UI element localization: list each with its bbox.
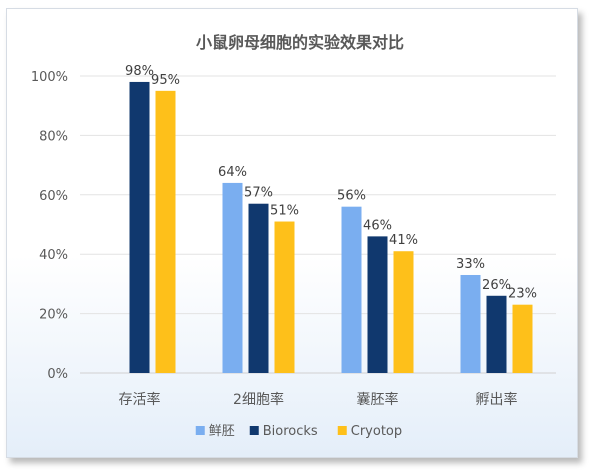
bar: [367, 236, 388, 373]
x-category-label: 囊胚率: [357, 391, 399, 408]
bar: [155, 90, 176, 373]
y-tick-label: 0%: [47, 367, 68, 382]
bar: [460, 274, 481, 373]
x-category-label: 孵出率: [476, 391, 518, 408]
data-label: 23%: [508, 287, 537, 302]
bar: [248, 203, 269, 373]
x-axis: 存活率 2细胞率 囊胚率 孵出率: [119, 391, 518, 408]
bar: [393, 251, 414, 373]
legend-label: Cryotop: [351, 424, 402, 439]
data-label: 95%: [151, 73, 180, 88]
data-labels: 98%95% 64% 57% 51% 56% 46%41% 33% 26%23%: [125, 64, 537, 302]
y-tick-label: 20%: [39, 308, 68, 323]
legend-swatch: [249, 426, 259, 435]
legend: 鲜胚 Biorocks Cryotop: [195, 424, 402, 439]
data-label: 33%: [456, 257, 485, 272]
y-tick-label: 100%: [31, 70, 68, 85]
data-label: 57%: [244, 186, 273, 201]
bars: [129, 81, 533, 373]
x-category-label: 2细胞率: [233, 391, 284, 408]
bar: [129, 81, 150, 373]
bar: [486, 295, 507, 373]
x-category-label: 存活率: [119, 391, 161, 408]
legend-swatch: [195, 426, 205, 435]
gridlines: [80, 75, 556, 374]
y-axis: 0% 20% 40% 60% 80% 100%: [31, 70, 68, 382]
legend-swatch: [337, 426, 347, 435]
chart-title: 小鼠卵母细胞的实验效果对比: [196, 33, 404, 52]
legend-label: 鲜胚: [209, 424, 235, 439]
data-label: 26%: [482, 278, 511, 293]
data-label: 98%: [125, 64, 154, 79]
y-tick-label: 40%: [39, 248, 68, 263]
bar: [274, 221, 295, 373]
y-tick-label: 80%: [39, 129, 68, 144]
bar: [512, 304, 533, 373]
data-label: 51%: [270, 204, 299, 219]
data-label: 41%: [389, 233, 418, 248]
y-tick-label: 60%: [39, 189, 68, 204]
legend-label: Biorocks: [263, 424, 318, 439]
data-label: 64%: [218, 165, 247, 180]
data-label: 56%: [337, 189, 366, 204]
data-label: 46%: [363, 218, 392, 233]
bar: [222, 182, 243, 373]
bar: [341, 206, 362, 373]
